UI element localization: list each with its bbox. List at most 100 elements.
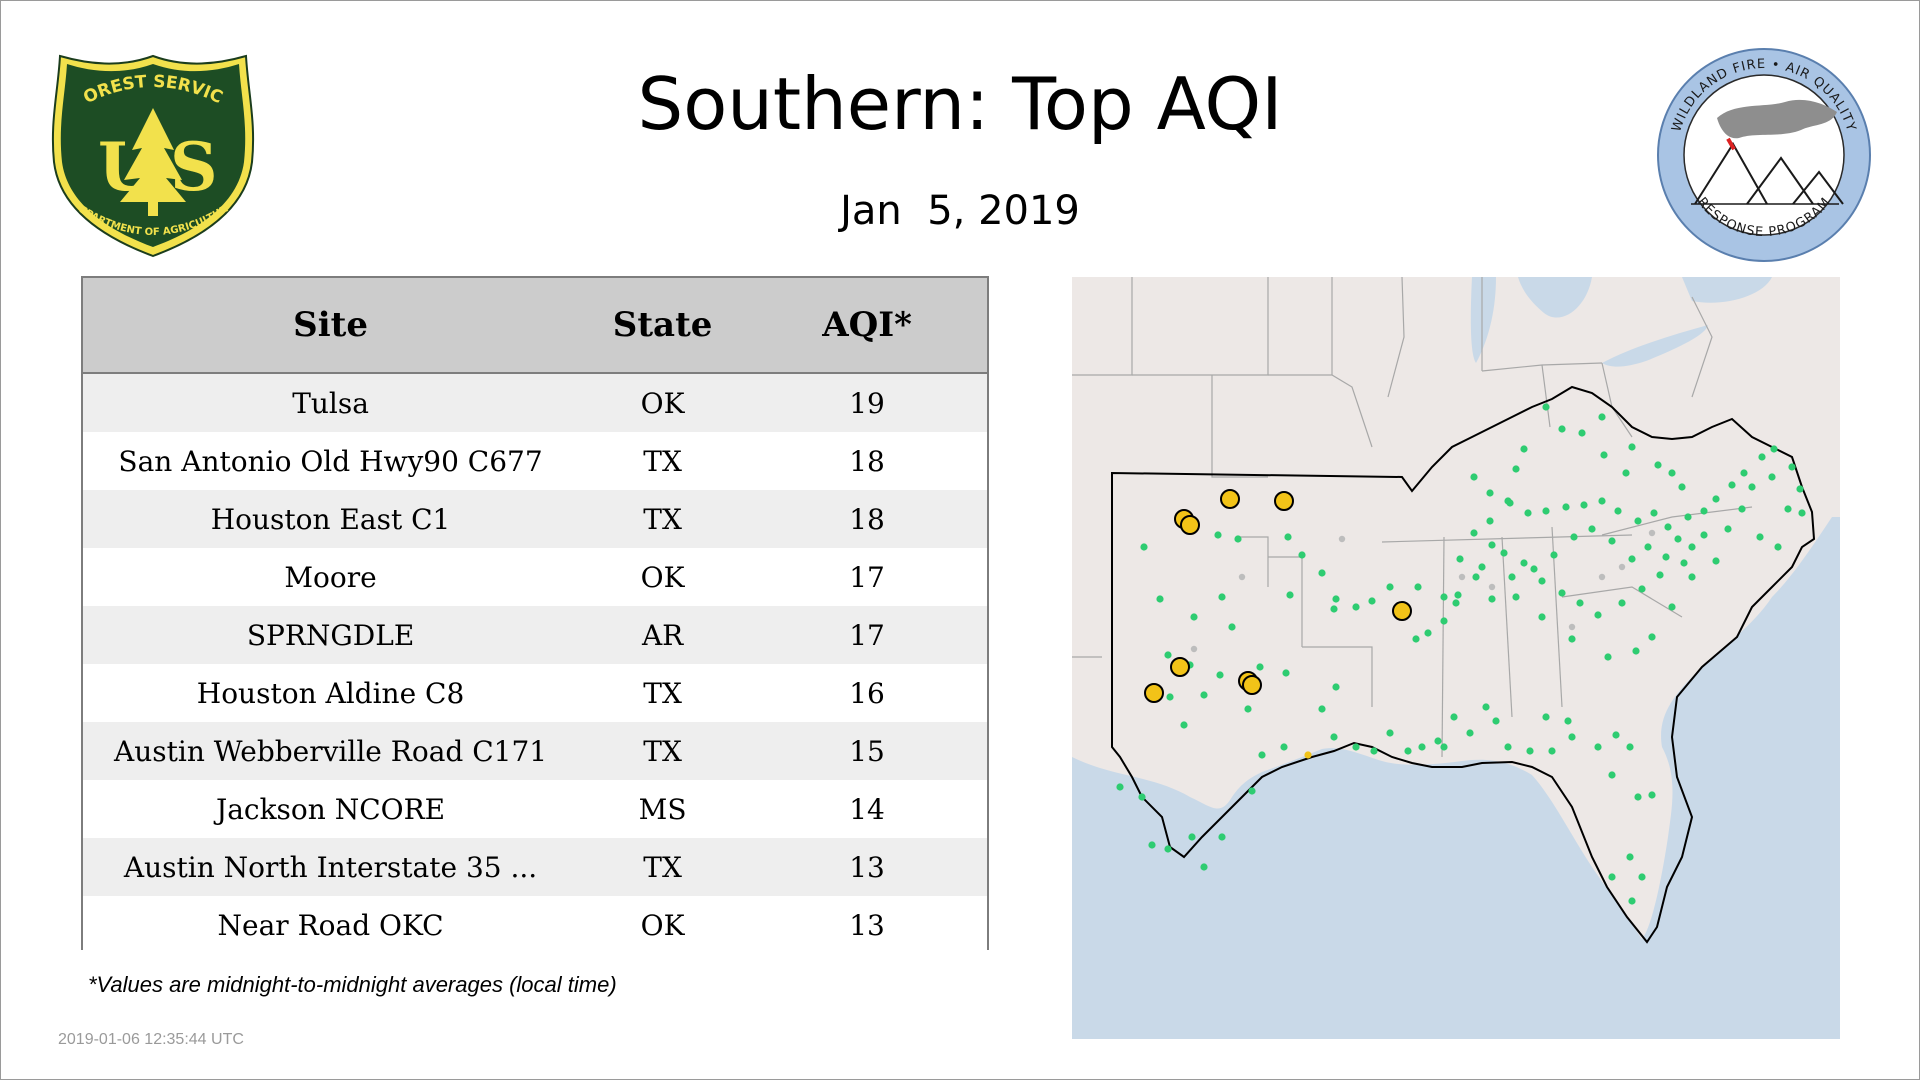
monitor-good[interactable] (1688, 543, 1696, 551)
monitor-good[interactable] (1218, 833, 1226, 841)
monitor-good[interactable] (1284, 533, 1292, 541)
monitor-good[interactable] (1564, 717, 1572, 725)
monitor-good[interactable] (1440, 743, 1448, 751)
monitor-no-data[interactable] (1598, 573, 1606, 581)
monitor-top-aqi[interactable] (1392, 601, 1412, 621)
monitor-good[interactable] (1638, 873, 1646, 881)
monitor-good[interactable] (1520, 445, 1528, 453)
monitor-good[interactable] (1756, 533, 1764, 541)
monitor-good[interactable] (1550, 551, 1558, 559)
monitor-good[interactable] (1740, 469, 1748, 477)
monitor-good[interactable] (1488, 541, 1496, 549)
monitor-good[interactable] (1712, 495, 1720, 503)
monitor-good[interactable] (1504, 497, 1512, 505)
monitor-good[interactable] (1412, 635, 1420, 643)
monitor-good[interactable] (1634, 517, 1642, 525)
monitor-top-aqi[interactable] (1274, 491, 1294, 511)
monitor-good[interactable] (1654, 461, 1662, 469)
monitor-good[interactable] (1440, 593, 1448, 601)
monitor-good[interactable] (1548, 747, 1556, 755)
monitor-good[interactable] (1618, 599, 1626, 607)
monitor-good[interactable] (1626, 743, 1634, 751)
monitor-good[interactable] (1594, 743, 1602, 751)
monitor-good[interactable] (1450, 713, 1458, 721)
monitor-good[interactable] (1628, 897, 1636, 905)
monitor-good[interactable] (1542, 403, 1550, 411)
monitor-good[interactable] (1542, 507, 1550, 515)
monitor-good[interactable] (1568, 635, 1576, 643)
monitor-good[interactable] (1368, 597, 1376, 605)
monitor-good[interactable] (1330, 733, 1338, 741)
monitor-no-data[interactable] (1488, 583, 1496, 591)
monitor-good[interactable] (1608, 873, 1616, 881)
monitor-good[interactable] (1352, 603, 1360, 611)
monitor-good[interactable] (1244, 705, 1252, 713)
monitor-good[interactable] (1166, 693, 1174, 701)
monitor-good[interactable] (1644, 543, 1652, 551)
monitor-good[interactable] (1164, 845, 1172, 853)
monitor-good[interactable] (1576, 599, 1584, 607)
monitor-good[interactable] (1768, 473, 1776, 481)
monitor-good[interactable] (1678, 483, 1686, 491)
monitor-good[interactable] (1492, 717, 1500, 725)
monitor-good[interactable] (1622, 469, 1630, 477)
monitor-good[interactable] (1156, 595, 1164, 603)
monitor-good[interactable] (1570, 533, 1578, 541)
monitor-moderate[interactable] (1304, 751, 1312, 759)
monitor-good[interactable] (1688, 573, 1696, 581)
monitor-top-aqi[interactable] (1170, 657, 1190, 677)
monitor-good[interactable] (1774, 543, 1782, 551)
monitor-good[interactable] (1318, 569, 1326, 577)
monitor-good[interactable] (1600, 451, 1608, 459)
monitor-good[interactable] (1478, 563, 1486, 571)
monitor-no-data[interactable] (1568, 623, 1576, 631)
monitor-good[interactable] (1788, 463, 1796, 471)
monitor-good[interactable] (1798, 509, 1806, 517)
monitor-top-aqi[interactable] (1242, 675, 1262, 695)
monitor-good[interactable] (1608, 771, 1616, 779)
monitor-good[interactable] (1418, 743, 1426, 751)
monitor-good[interactable] (1748, 483, 1756, 491)
monitor-good[interactable] (1638, 585, 1646, 593)
monitor-good[interactable] (1256, 663, 1264, 671)
monitor-good[interactable] (1680, 559, 1688, 567)
monitor-no-data[interactable] (1458, 573, 1466, 581)
monitor-good[interactable] (1728, 481, 1736, 489)
monitor-good[interactable] (1414, 583, 1422, 591)
monitor-good[interactable] (1738, 505, 1746, 513)
monitor-good[interactable] (1598, 413, 1606, 421)
monitor-good[interactable] (1784, 505, 1792, 513)
monitor-good[interactable] (1452, 599, 1460, 607)
monitor-good[interactable] (1486, 489, 1494, 497)
monitor-good[interactable] (1434, 737, 1442, 745)
monitor-good[interactable] (1508, 573, 1516, 581)
monitor-good[interactable] (1148, 841, 1156, 849)
monitor-good[interactable] (1628, 555, 1636, 563)
monitor-good[interactable] (1758, 453, 1766, 461)
monitor-good[interactable] (1298, 551, 1306, 559)
monitor-good[interactable] (1542, 713, 1550, 721)
monitor-good[interactable] (1668, 469, 1676, 477)
monitor-good[interactable] (1504, 743, 1512, 751)
monitor-good[interactable] (1648, 791, 1656, 799)
monitor-good[interactable] (1796, 485, 1804, 493)
monitor-good[interactable] (1520, 559, 1528, 567)
monitor-good[interactable] (1526, 747, 1534, 755)
monitor-good[interactable] (1668, 603, 1676, 611)
monitor-good[interactable] (1562, 503, 1570, 511)
monitor-good[interactable] (1530, 565, 1538, 573)
monitor-no-data[interactable] (1190, 645, 1198, 653)
monitor-good[interactable] (1626, 853, 1634, 861)
monitor-good[interactable] (1330, 605, 1338, 613)
monitor-good[interactable] (1386, 583, 1394, 591)
monitor-good[interactable] (1280, 743, 1288, 751)
monitor-good[interactable] (1538, 613, 1546, 621)
monitor-good[interactable] (1488, 595, 1496, 603)
monitor-good[interactable] (1214, 531, 1222, 539)
monitor-good[interactable] (1456, 555, 1464, 563)
monitor-good[interactable] (1234, 535, 1242, 543)
monitor-good[interactable] (1604, 653, 1612, 661)
monitor-top-aqi[interactable] (1144, 683, 1164, 703)
monitor-good[interactable] (1664, 523, 1672, 531)
column-header-site[interactable]: Site (83, 278, 579, 374)
